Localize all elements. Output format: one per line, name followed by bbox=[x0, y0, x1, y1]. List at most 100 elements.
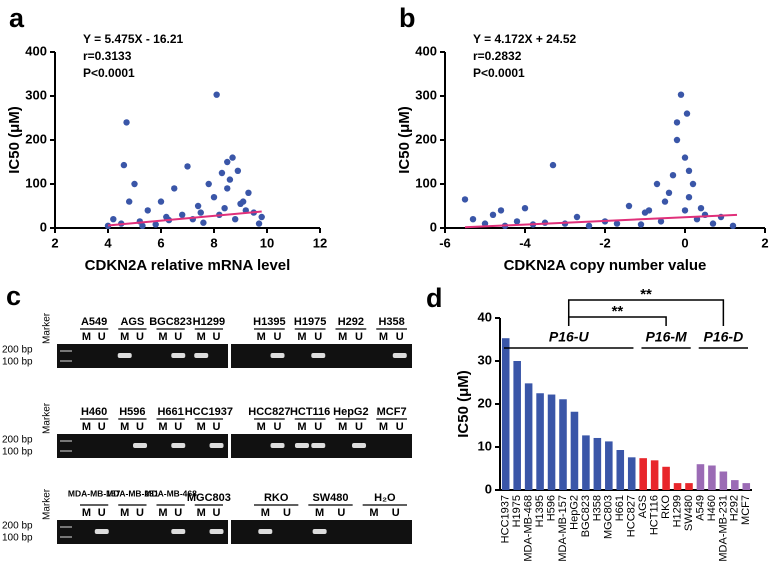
band bbox=[194, 353, 209, 358]
band bbox=[117, 353, 132, 358]
y-tick-label: 200 bbox=[415, 131, 437, 146]
x-tick-label: HCC827 bbox=[626, 495, 638, 537]
y-tick-label: 400 bbox=[25, 43, 47, 58]
point bbox=[210, 194, 218, 201]
y-tick-label: 300 bbox=[415, 87, 437, 102]
marker-band bbox=[60, 526, 72, 528]
band bbox=[311, 443, 326, 448]
panel-letter: a bbox=[9, 3, 25, 33]
lane-label: M bbox=[82, 421, 91, 433]
bar bbox=[708, 465, 716, 490]
point bbox=[200, 219, 207, 226]
size-label: 200 bp bbox=[2, 521, 33, 532]
band bbox=[171, 443, 186, 448]
lane-label: M bbox=[379, 331, 388, 343]
sample-label: HCC1937 bbox=[185, 406, 233, 418]
point bbox=[673, 136, 681, 144]
x-tick-label: HCT116 bbox=[649, 495, 661, 535]
x-tick-label: MGC803 bbox=[603, 495, 615, 539]
panel-letter: c bbox=[6, 281, 21, 311]
x-axis-label: CDKN2A copy number value bbox=[504, 257, 707, 274]
point bbox=[681, 154, 689, 161]
bar bbox=[616, 450, 625, 490]
sample-label: H1975 bbox=[294, 316, 326, 328]
bar bbox=[501, 338, 510, 490]
marker-label: Marker bbox=[42, 488, 53, 520]
x-tick-label: 0 bbox=[681, 235, 688, 250]
lane-label: M bbox=[379, 421, 388, 433]
x-tick-label: MDA-MB-468 bbox=[523, 495, 535, 562]
x-tick-label: H460 bbox=[706, 495, 718, 521]
lane-label: U bbox=[355, 331, 363, 343]
sample-label: H292 bbox=[338, 316, 364, 328]
point bbox=[245, 189, 252, 196]
y-tick-label: 0 bbox=[40, 219, 47, 234]
sample-label: RKO bbox=[264, 492, 289, 504]
point bbox=[123, 119, 130, 126]
marker-band bbox=[60, 350, 72, 352]
bar bbox=[536, 393, 544, 490]
band bbox=[294, 443, 309, 448]
sample-label: MDA-MB-231 bbox=[106, 488, 159, 498]
band bbox=[312, 529, 327, 534]
point bbox=[689, 180, 697, 188]
band bbox=[352, 443, 367, 448]
point bbox=[197, 209, 204, 216]
sample-label: H1395 bbox=[253, 316, 285, 328]
lane-label: M bbox=[257, 331, 266, 343]
point bbox=[234, 167, 242, 174]
lane-label: U bbox=[274, 331, 282, 343]
lane-label: U bbox=[314, 421, 322, 433]
bar bbox=[605, 441, 613, 490]
x-tick-label: H661 bbox=[614, 495, 626, 521]
bar bbox=[593, 437, 602, 490]
y-tick-label: 0 bbox=[485, 481, 492, 496]
x-tick-label: HepG2 bbox=[568, 495, 580, 530]
annotation: Y = 5.475X - 16.21 bbox=[83, 32, 184, 46]
lane-label: U bbox=[174, 421, 182, 433]
sample-label: MDA-MB-468 bbox=[144, 488, 197, 498]
y-tick-label: 400 bbox=[415, 43, 437, 58]
x-tick-label: 10 bbox=[260, 235, 274, 250]
bar bbox=[719, 471, 728, 490]
x-tick-label: 12 bbox=[313, 235, 327, 250]
bar bbox=[696, 464, 705, 490]
point bbox=[157, 198, 165, 205]
size-label: 100 bp bbox=[2, 533, 33, 544]
point bbox=[549, 161, 557, 169]
point bbox=[673, 119, 681, 126]
point bbox=[110, 216, 117, 223]
lane-label: U bbox=[98, 421, 106, 433]
x-tick-label: 8 bbox=[210, 235, 217, 250]
x-tick-label: H596 bbox=[545, 495, 557, 521]
size-label: 200 bp bbox=[2, 345, 33, 356]
lane-label: U bbox=[213, 421, 221, 433]
lane-label: U bbox=[283, 507, 291, 519]
lane-label: M bbox=[315, 507, 324, 519]
sample-label: HepG2 bbox=[333, 406, 368, 418]
point bbox=[683, 110, 691, 117]
lane-label: M bbox=[297, 331, 306, 343]
point bbox=[469, 216, 477, 223]
point bbox=[653, 180, 661, 188]
point bbox=[685, 194, 693, 201]
sample-label: H460 bbox=[81, 406, 107, 418]
x-tick-label: 2 bbox=[51, 235, 58, 250]
sample-label: H₂O bbox=[374, 492, 396, 504]
lane-label: M bbox=[82, 331, 91, 343]
x-tick-label: HCC1937 bbox=[500, 495, 512, 543]
marker-band bbox=[60, 360, 72, 362]
point bbox=[729, 222, 737, 229]
lane-label: U bbox=[392, 507, 400, 519]
x-tick-label: RKO bbox=[660, 495, 672, 519]
marker-band bbox=[60, 440, 72, 442]
annotation: P<0.0001 bbox=[473, 66, 525, 80]
x-tick-label: A549 bbox=[694, 495, 706, 521]
x-tick-label: H292 bbox=[729, 495, 741, 521]
sample-label: SW480 bbox=[312, 492, 348, 504]
lane-label: M bbox=[297, 421, 306, 433]
point bbox=[585, 222, 593, 229]
y-tick-label: 30 bbox=[478, 352, 492, 367]
bar bbox=[627, 457, 636, 490]
marker-label: Marker bbox=[42, 402, 53, 434]
